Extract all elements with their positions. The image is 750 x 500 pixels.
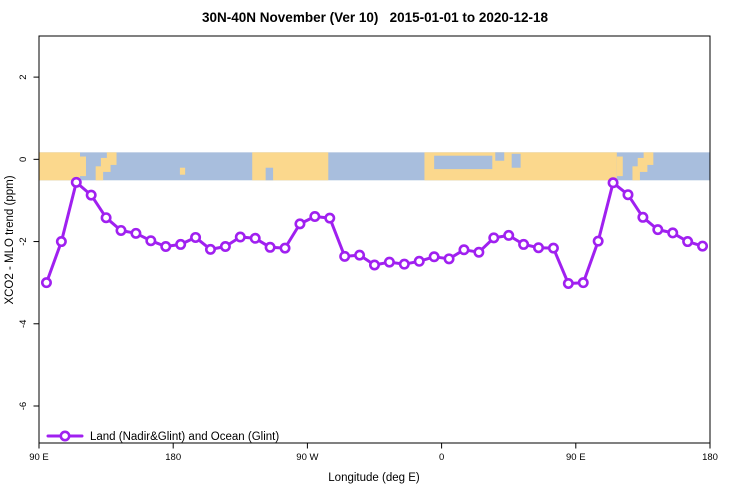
data-point bbox=[518, 238, 530, 250]
data-point bbox=[503, 229, 515, 241]
y-tick-label: -2 bbox=[18, 237, 29, 245]
data-point bbox=[637, 211, 649, 223]
data-point bbox=[264, 241, 276, 253]
data-point bbox=[40, 277, 52, 289]
map-sea bbox=[511, 153, 521, 168]
data-point bbox=[667, 227, 679, 239]
data-point bbox=[294, 218, 306, 230]
data-point bbox=[383, 256, 395, 268]
data-point bbox=[488, 232, 500, 244]
legend-marker bbox=[59, 430, 71, 442]
map-sea bbox=[265, 167, 274, 181]
data-point bbox=[234, 231, 246, 243]
map-island bbox=[179, 167, 186, 175]
y-tick-label: 2 bbox=[18, 74, 29, 79]
x-tick-label: 180 bbox=[702, 452, 718, 463]
x-tick-label: 180 bbox=[165, 452, 181, 463]
data-point bbox=[160, 240, 172, 252]
data-point bbox=[175, 238, 187, 250]
data-point bbox=[368, 259, 380, 271]
data-point bbox=[190, 231, 202, 243]
data-point bbox=[85, 189, 97, 201]
x-tick-label: 0 bbox=[439, 452, 444, 463]
data-point bbox=[324, 212, 336, 224]
data-point bbox=[458, 244, 470, 256]
map-island bbox=[95, 166, 104, 181]
x-tick-label: 90 E bbox=[29, 452, 49, 463]
data-point bbox=[249, 232, 261, 244]
data-point bbox=[547, 242, 559, 254]
y-axis-label: XCO2 - MLO trend (ppm) bbox=[4, 175, 16, 304]
chart-title: 30N-40N November (Ver 10) 2015-01-01 to … bbox=[202, 10, 548, 25]
data-point bbox=[70, 176, 82, 188]
y-tick-label: -4 bbox=[18, 320, 29, 328]
y-tick-label: 0 bbox=[18, 157, 29, 162]
data-point bbox=[577, 277, 589, 289]
data-point bbox=[219, 240, 231, 252]
data-series bbox=[40, 176, 709, 289]
data-point bbox=[652, 224, 664, 236]
data-point bbox=[562, 277, 574, 289]
data-point bbox=[100, 212, 112, 224]
data-point bbox=[607, 177, 619, 189]
plot-border bbox=[38, 35, 711, 444]
data-point bbox=[473, 246, 485, 258]
map-island bbox=[80, 156, 86, 177]
y-tick-label: -6 bbox=[18, 402, 29, 410]
x-tick-label: 90 E bbox=[566, 452, 586, 463]
data-point bbox=[279, 242, 291, 254]
plot-frame bbox=[38, 35, 711, 444]
data-point bbox=[398, 258, 410, 270]
map-island bbox=[632, 166, 640, 181]
data-point bbox=[533, 242, 545, 254]
data-point bbox=[682, 236, 694, 248]
data-point bbox=[354, 249, 366, 261]
data-point bbox=[339, 250, 351, 262]
map-band bbox=[39, 152, 710, 181]
data-point bbox=[622, 189, 634, 201]
data-point bbox=[309, 210, 321, 222]
map-sea bbox=[434, 155, 493, 170]
map-land bbox=[252, 152, 329, 181]
x-axis-label: Longitude (deg E) bbox=[328, 472, 420, 484]
legend: Land (Nadir&Glint) and Ocean (Glint) bbox=[46, 430, 279, 443]
map-land bbox=[39, 152, 81, 181]
data-point bbox=[130, 227, 142, 239]
map-island bbox=[637, 157, 648, 172]
data-point bbox=[55, 236, 67, 248]
map-island bbox=[106, 152, 117, 165]
data-point bbox=[428, 251, 440, 263]
data-point bbox=[413, 255, 425, 267]
legend-label: Land (Nadir&Glint) and Ocean (Glint) bbox=[90, 431, 279, 443]
map-sea bbox=[495, 152, 505, 161]
data-point bbox=[697, 240, 709, 252]
data-point bbox=[145, 235, 157, 247]
x-tick-label: 90 W bbox=[296, 452, 318, 463]
data-point bbox=[204, 243, 216, 255]
map-island bbox=[643, 152, 654, 165]
data-point bbox=[115, 224, 127, 236]
map-island bbox=[100, 157, 111, 172]
axis-ticks: 90 E 180 90 W 0 90 E 180 2 0 -2 -4 -6 bbox=[18, 74, 718, 463]
map-island bbox=[616, 156, 623, 177]
data-point bbox=[443, 253, 455, 265]
data-point bbox=[592, 235, 604, 247]
